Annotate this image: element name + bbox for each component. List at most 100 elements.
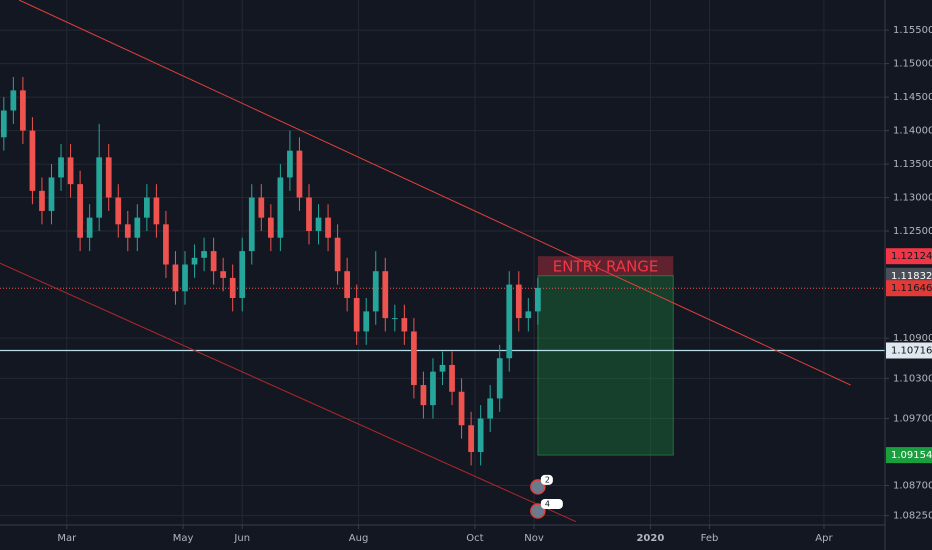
event-badge [540,474,553,485]
price-label-bg [886,280,932,297]
candle-body [372,271,379,312]
price-label: 1.10716 [891,345,932,356]
event-icon [530,503,546,519]
candle-body [134,217,141,238]
candle-body [315,217,322,232]
y-tick-label: 1.09700 [893,414,932,425]
candle-body [458,391,465,426]
y-tick-label: 1.08250 [893,511,932,522]
candle-body [306,197,312,232]
candle-body [248,197,255,252]
y-tick-label: 1.08700 [893,480,932,491]
position-text: ENTRY RANGE [553,257,659,275]
candle-body [506,284,513,359]
candle-body [153,197,160,225]
candle-body [191,257,198,265]
x-tick-label: May [173,533,194,544]
y-tick-label: 1.13500 [893,159,932,170]
candle-body [515,284,522,319]
candle-body [258,197,265,218]
candle-body [382,271,389,319]
price-label-bg [886,342,932,359]
event-icon [530,479,546,495]
candle-body [344,271,350,298]
candle-body [220,271,227,278]
candle-body [58,157,64,178]
candle-body [144,197,150,218]
price-label: 1.12124 [891,251,932,262]
candle-body [77,184,83,238]
candle-body [411,331,417,386]
candle-body [439,364,446,372]
candle-body [334,237,341,272]
y-tick-label: 1.10300 [893,373,932,384]
candle-body [10,90,17,111]
event-count: 2 [545,475,550,484]
price-label: 1.09154 [891,450,932,461]
y-tick-label: 1.14500 [893,92,932,103]
candle-body [96,157,103,218]
x-tick-label: Oct [466,533,483,544]
candle-body [67,157,74,185]
candle-body [29,130,36,191]
y-tick-label: 1.15000 [893,59,932,70]
x-tick-label: Jun [233,533,250,544]
candle-body [401,318,408,332]
y-tick-label: 1.13000 [893,193,932,204]
candle-body [182,264,188,292]
candle-body [267,217,274,238]
candle-body [172,264,179,292]
x-tick-label: Feb [701,533,719,544]
trend-line [18,0,851,386]
candle-body [391,318,398,320]
stop-zone [537,256,674,276]
candle-body [277,177,284,238]
y-tick-label: 1.15500 [893,25,932,36]
candle-body [363,311,370,332]
candle-body [86,217,93,238]
candle-body [468,425,474,453]
candle-body [20,90,26,131]
candle-body [449,364,455,392]
candle-body [287,150,293,178]
x-tick-label: Mar [57,533,77,544]
event-badge [540,498,563,509]
candle-body [210,251,217,272]
target-zone [537,275,674,456]
x-tick-label: Nov [524,533,544,544]
candle-body [477,418,484,453]
price-label: 1.11646 [891,283,932,294]
candle-body [115,197,122,225]
candle-body [296,150,303,198]
candle-body [229,277,236,298]
event-count: 4 [545,499,550,508]
candle-body [525,311,532,319]
candle-body [487,398,494,419]
candle-body [430,371,436,406]
candle-body [325,217,331,238]
x-tick-label: Apr [815,533,833,544]
x-tick-label: Aug [349,533,369,544]
candle-body [105,157,112,198]
y-tick-label: 1.12500 [893,226,932,237]
candle-body [48,177,55,211]
price-label: 1.11832 [891,271,932,282]
candle-body [163,224,169,265]
candle-body [353,297,360,332]
candle-body [39,190,45,211]
trend-line [0,262,577,523]
candle-body [124,224,131,238]
candle-body [0,110,7,138]
candle-body [496,358,503,399]
price-label-bg [886,248,932,265]
y-tick-label: 1.14000 [893,126,932,137]
price-label-bg [886,447,932,464]
price-label-bg [886,267,932,284]
candle-body [420,385,427,406]
x-tick-label: 2020 [636,533,664,544]
candle-body [201,251,207,258]
candle-body [239,251,246,298]
y-tick-label: 1.10900 [893,333,932,344]
